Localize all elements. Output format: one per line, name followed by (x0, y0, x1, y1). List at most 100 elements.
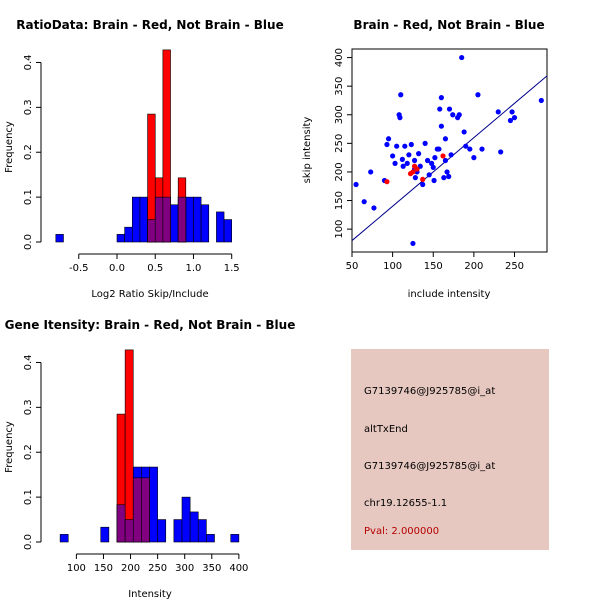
gene-y-tick-label: 0.2 (23, 444, 34, 460)
scatter-point-not-brain (498, 149, 504, 155)
ratio-x-tick-label: -0.5 (69, 263, 89, 274)
gene-bar-brain (124, 349, 134, 543)
ratio-y-tick-label: 0.1 (23, 189, 34, 205)
ratio-bars (55, 49, 233, 243)
gene-y-tick-label: 0.3 (23, 399, 34, 415)
ratio-bar-overlap (154, 196, 164, 243)
ratio-bar-not-brain (116, 234, 125, 243)
scatter-point-not-brain (353, 181, 359, 188)
scatter-point-not-brain (441, 175, 447, 181)
scatter-point-not-brain (450, 112, 456, 118)
scatter-point-not-brain (408, 141, 414, 148)
scatter-point-not-brain (431, 177, 437, 184)
scatter-point-not-brain (495, 109, 501, 115)
gene-bar-overlap (124, 519, 134, 543)
ratio-chart-title: RatioData: Brain - Red, Not Brain - Blue (16, 18, 283, 32)
gene-x-tick-label: 300 (175, 563, 194, 574)
ratio-y-tick-label: 0.3 (23, 99, 34, 115)
gene-y-label: Frequency (4, 421, 15, 473)
scatter-point-not-brain (394, 143, 400, 149)
scatter-point-not-brain (390, 153, 396, 159)
scatter-point-not-brain (385, 136, 392, 142)
ratio-x-axis: -0.5 0.0 0.5 1.0 1.5 (69, 253, 240, 274)
gene-x-tick-label: 250 (148, 563, 167, 574)
scatter-point-not-brain (368, 169, 374, 175)
gene-bar-not-brain (157, 519, 167, 543)
gene-x-tick-label: 200 (121, 563, 140, 574)
gene-bar-not-brain (100, 526, 110, 543)
ratio-bar-not-brain (185, 196, 194, 243)
ratio-histogram: RatioData: Brain - Red, Not Brain - Blue… (4, 18, 284, 300)
probe-info-panel: G7139746@J925785@i_at altTxEnd G7139746@… (351, 349, 549, 550)
scatter-point-not-brain (438, 95, 444, 101)
scatter-y-tick-label: 150 (334, 191, 345, 210)
ratio-y-axis: 0.0 0.1 0.2 0.3 0.4 (23, 55, 42, 250)
scatter-x-tick-label: 250 (505, 261, 524, 272)
scatter-point-not-brain (456, 112, 462, 118)
scatter-point-not-brain (437, 106, 443, 112)
scatter-y-tick-label: 400 (334, 48, 345, 67)
scatter-point-not-brain (446, 173, 452, 180)
scatter-point-not-brain (412, 175, 418, 181)
ratio-bar-not-brain (193, 196, 202, 243)
scatter-point-not-brain (509, 109, 515, 115)
scatter-plot-box (351, 48, 548, 253)
scatter-point-not-brain (444, 169, 450, 175)
scatter-point-not-brain (436, 146, 442, 152)
scatter-y-axis: 100 150 200 250 300 350 400 (334, 48, 353, 239)
ratio-bar-not-brain (223, 219, 233, 243)
scatter-point-brain (414, 166, 420, 172)
scatter-x-label: include intensity (408, 289, 491, 300)
gene-y-tick-label: 0.0 (23, 534, 34, 550)
scatter-chart-title: Brain - Red, Not Brain - Blue (353, 18, 544, 32)
gene-x-axis: 100 150 200 250 300 350 400 (67, 553, 248, 574)
scatter-y-tick-label: 100 (334, 220, 345, 239)
ratio-x-tick-label: 1.5 (224, 263, 240, 274)
scatter-points (353, 54, 544, 247)
gene-bar-overlap (116, 504, 126, 543)
scatter-point-not-brain (507, 117, 514, 124)
scatter-point-not-brain (430, 164, 436, 170)
scatter-y-tick-label: 350 (334, 77, 345, 96)
gene-bars (59, 349, 240, 543)
scatter-y-tick-label: 250 (334, 134, 345, 153)
scatter-point-not-brain (479, 146, 485, 152)
ratio-bar-not-brain (200, 204, 210, 243)
scatter-x-axis: 50 100 150 200 250 (346, 251, 524, 272)
ratio-x-tick-label: 1.0 (186, 263, 202, 274)
gene-bar-not-brain (206, 534, 215, 543)
scatter-point-not-brain (463, 143, 469, 149)
gene-y-axis: 0.0 0.1 0.2 0.3 0.4 (23, 355, 42, 550)
ratio-y-tick-label: 0.2 (23, 144, 34, 160)
gene-bar-not-brain (197, 519, 207, 543)
reference-line (351, 75, 548, 241)
scatter-point-not-brain (448, 152, 454, 158)
scatter-point-not-brain (399, 156, 405, 162)
scatter-point-not-brain (416, 151, 422, 157)
scatter-point-not-brain (429, 160, 435, 166)
gene-x-tick-label: 350 (202, 563, 221, 574)
gene-bar-not-brain (59, 534, 69, 543)
scatter-point-not-brain (446, 106, 453, 112)
ratio-x-tick-label: 0.5 (147, 263, 163, 274)
scatter-point-not-brain (422, 140, 428, 146)
ratio-x-tick-label: 0.0 (109, 263, 125, 274)
scatter-point-not-brain (461, 129, 467, 135)
ratio-bar-overlap (162, 196, 171, 243)
scatter-point-not-brain (475, 92, 481, 98)
scatter-point-not-brain (467, 146, 473, 152)
scatter-point-not-brain (411, 157, 418, 164)
gene-x-tick-label: 150 (94, 563, 113, 574)
gene-y-tick-label: 0.4 (23, 355, 34, 371)
ratio-bar-overlap (177, 196, 187, 243)
gene-bar-not-brain (189, 511, 199, 543)
ratio-y-tick-label: 0.0 (23, 234, 34, 250)
gene-intensity-histogram: Gene Itensity: Brain - Red, Not Brain - … (4, 318, 295, 600)
scatter-point-not-brain (398, 92, 404, 98)
gene-x-label: Intensity (128, 589, 172, 600)
gene-bar-not-brain (149, 466, 158, 543)
scatter-plot: Brain - Red, Not Brain - Blue 50 100 150 20… (302, 18, 548, 300)
scatter-point-not-brain (400, 163, 406, 169)
scatter-point-not-brain (426, 172, 432, 178)
scatter-point-not-brain (420, 181, 426, 188)
